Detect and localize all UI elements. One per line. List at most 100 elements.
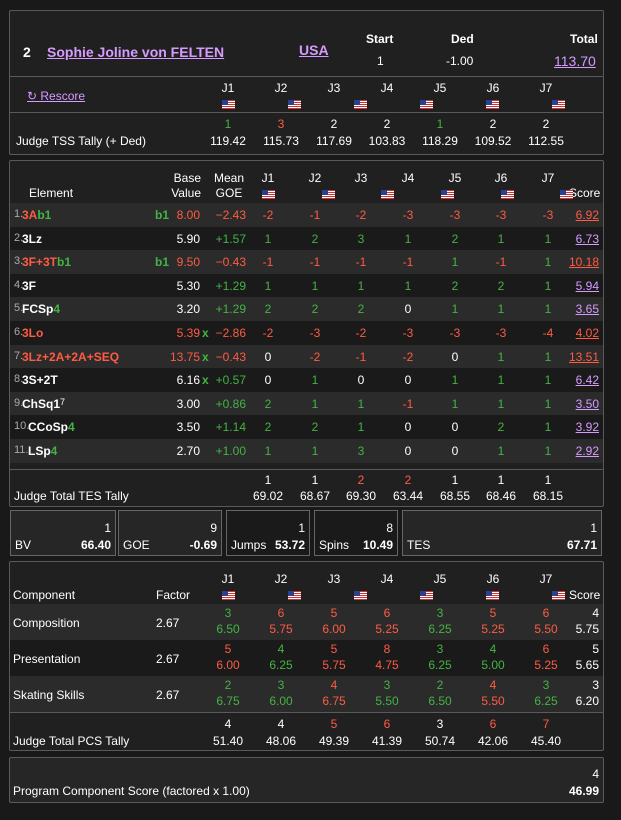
summary-box-bv: BV 1 66.40 (10, 510, 116, 556)
judge-goe: 0 (451, 444, 459, 458)
second-half-x: x (202, 373, 209, 388)
summary-value: 10.49 (362, 538, 393, 552)
judge-header-j5: J5 (433, 81, 447, 95)
judge-goe: 0 (357, 373, 365, 388)
element-name: 3F+3Tb1 (22, 255, 72, 270)
element-score-link[interactable]: 5.94 (575, 278, 599, 293)
rank: 2 (23, 44, 31, 60)
element-modifier: 4 (53, 302, 61, 317)
summary-rank: 1 (590, 521, 597, 535)
us-flag-icon (420, 591, 433, 601)
element-row: 8. 3S+2T 6.16 x +0.57 0 1 0 0 1 1 1 6.42 (10, 368, 603, 392)
judge-goe: -2 (309, 349, 321, 364)
judge-score: 6.50 (216, 622, 240, 636)
second-half-x: x (202, 349, 209, 364)
pcs-tally-rank: 4 (277, 717, 285, 731)
tss-value: 109.52 (474, 134, 512, 148)
judge-goe: 1 (544, 302, 552, 317)
components-panel: Component Factor Score J1 J2 J3 J4 J5 J6 J7 Co… (9, 561, 604, 751)
element-number: 10. (14, 420, 30, 433)
tss-value: 103.83 (368, 134, 406, 148)
judge-goe: 1 (311, 373, 319, 388)
element-score-link[interactable]: 3.65 (575, 302, 599, 317)
summary-label: Jumps (231, 538, 267, 552)
element-score-link[interactable]: 13.51 (568, 349, 599, 364)
tes-rank: 1 (451, 473, 459, 487)
summary-value: 53.72 (274, 538, 305, 552)
judge-rank: 4 (277, 642, 285, 656)
tss-value: 119.42 (210, 134, 246, 148)
judge-score: 6.75 (322, 694, 346, 708)
judge-goe: -3 (309, 326, 321, 340)
element-row: 5. FCSp4 3.20 +1.29 2 2 2 0 1 1 1 3.65 (10, 297, 603, 321)
element-name: 3Lz (22, 231, 43, 246)
judge-goe: 1 (404, 231, 412, 246)
element-number: 5. (14, 302, 24, 315)
judge-header-j2: J2 (274, 81, 288, 95)
judge-header-j2: J2 (274, 572, 288, 586)
judge-goe: 1 (544, 444, 552, 458)
element-modifier: b1 (57, 255, 72, 270)
tss-rank: 2 (383, 117, 391, 131)
rescore-link[interactable]: ↻ Rescore (27, 89, 86, 103)
element-name: 3S+2T (22, 373, 58, 388)
element-number: 7. (14, 349, 24, 362)
element-score-link[interactable]: 3.50 (575, 396, 599, 411)
base-value: 5.39 (176, 326, 200, 340)
mean-goe: −0.43 (215, 255, 246, 270)
tes-rank: 1 (311, 473, 319, 487)
skater-name-link[interactable]: Sophie Joline von FELTEN (47, 44, 225, 60)
judge-goe: 2 (264, 396, 272, 411)
start-label: Start (366, 32, 394, 46)
judge-header-j3: J3 (354, 171, 368, 185)
element-score-link[interactable]: 6.42 (575, 373, 599, 388)
judge-score: 5.50 (375, 694, 399, 708)
judge-score: 6.00 (269, 694, 293, 708)
component-name: Composition (13, 616, 80, 630)
tes-rank: 2 (404, 473, 412, 487)
judge-goe: -1 (309, 208, 321, 222)
judge-score: 5.75 (322, 658, 346, 672)
us-flag-icon (222, 591, 235, 601)
judge-header-j4: J4 (401, 171, 415, 185)
element-score-link[interactable]: 3.92 (575, 420, 599, 435)
judge-goe: 1 (544, 231, 552, 246)
total-label: Total (570, 32, 598, 46)
judge-goe: -1 (309, 255, 321, 270)
judge-goe: 2 (311, 231, 319, 246)
judge-goe: 0 (451, 349, 459, 364)
judge-goe: 0 (264, 349, 272, 364)
element-score-link[interactable]: 6.73 (575, 231, 599, 246)
total-score-link[interactable]: 113.70 (554, 53, 596, 69)
judge-header-j5: J5 (433, 572, 447, 586)
nation-link[interactable]: USA (299, 42, 329, 58)
element-score-link[interactable]: 2.92 (575, 444, 599, 458)
element-col-header: Element (29, 186, 74, 200)
mean-goe: −0.43 (215, 349, 246, 364)
tss-rank: 3 (277, 117, 285, 131)
us-flag-icon (288, 100, 301, 110)
judge-rank: 4 (330, 678, 338, 692)
pcs-tally-rank: 7 (542, 717, 550, 731)
judge-goe: 0 (404, 444, 412, 458)
element-row: 2. 3Lz 5.90 +1.57 1 2 3 1 2 1 1 6.73 (10, 226, 603, 251)
tes-value: 69.02 (252, 489, 284, 503)
judge-goe: -1 (495, 255, 507, 270)
summary-rank: 9 (210, 521, 217, 535)
summary-label: Spins (319, 538, 350, 552)
summary-label: TES (407, 538, 431, 552)
element-score-link[interactable]: 6.92 (575, 208, 599, 222)
element-number: 6. (14, 326, 24, 338)
tss-rank: 2 (489, 117, 497, 131)
element-score-link[interactable]: 10.18 (568, 255, 599, 270)
judge-goe: -2 (262, 208, 274, 222)
mean-goe: +1.57 (215, 231, 246, 246)
element-score-link[interactable]: 4.02 (575, 326, 599, 340)
element-name: 3Ab1 (22, 208, 52, 222)
judge-goe: -1 (402, 255, 414, 270)
summary-box-jumps: Jumps 1 53.72 (226, 510, 310, 556)
judge-goe: -3 (495, 326, 507, 340)
tes-value: 68.67 (299, 489, 331, 503)
base-value: 13.75 (169, 349, 200, 364)
component-name: Presentation (13, 652, 81, 666)
